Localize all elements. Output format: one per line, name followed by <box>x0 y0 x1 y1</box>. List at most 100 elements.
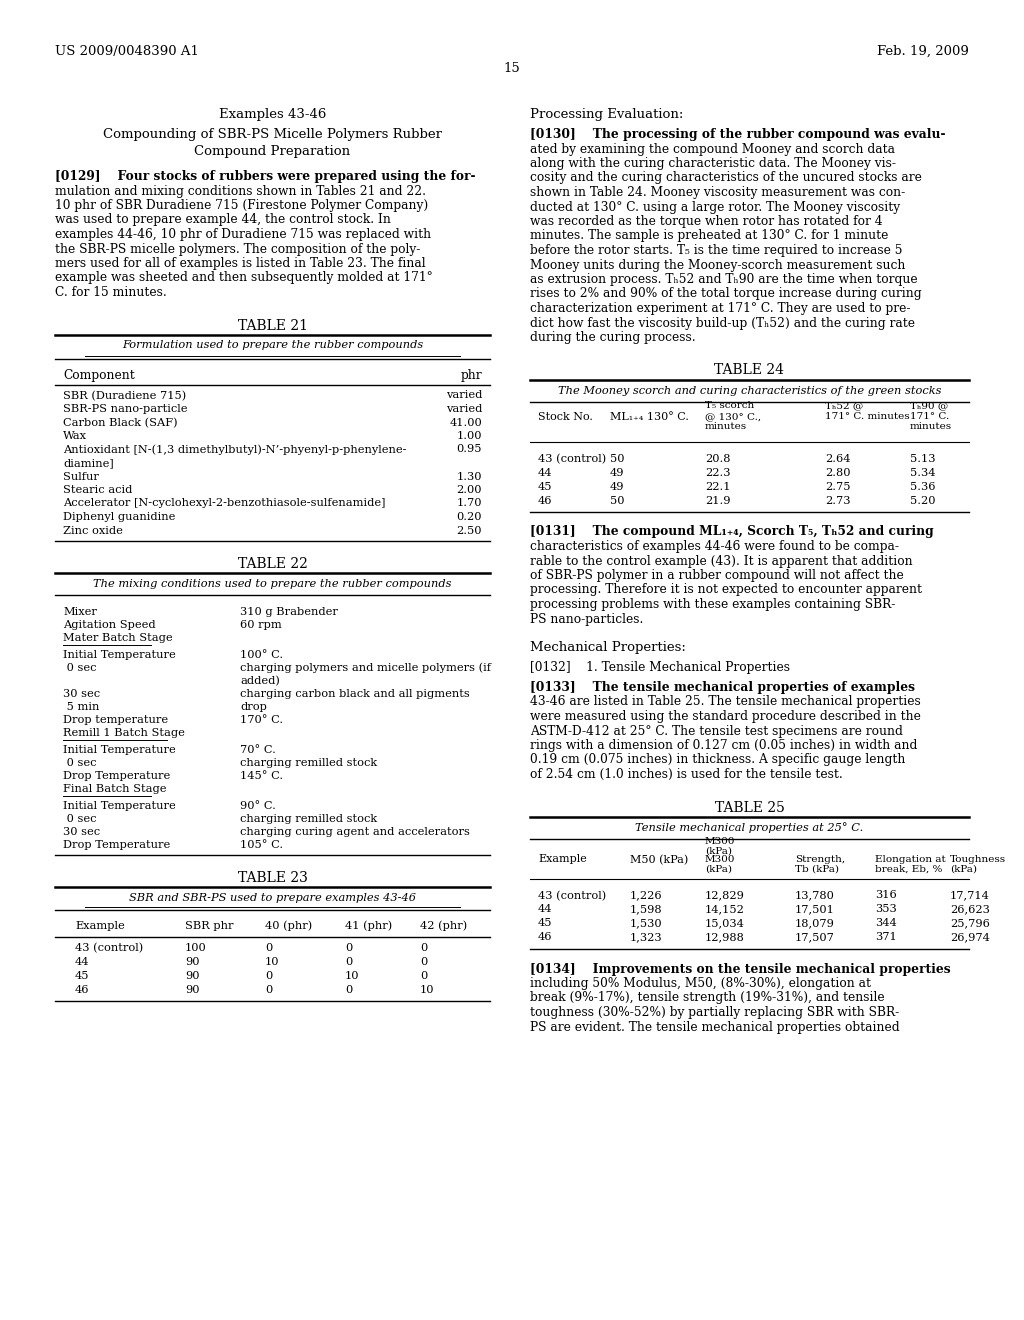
Text: TABLE 25: TABLE 25 <box>715 800 784 814</box>
Text: 1,598: 1,598 <box>630 904 663 915</box>
Text: Tensile mechanical properties at 25° C.: Tensile mechanical properties at 25° C. <box>635 822 863 833</box>
Text: of 2.54 cm (1.0 inches) is used for the tensile test.: of 2.54 cm (1.0 inches) is used for the … <box>530 768 843 781</box>
Text: 0: 0 <box>420 970 427 981</box>
Text: Mooney units during the Mooney-scorch measurement such: Mooney units during the Mooney-scorch me… <box>530 259 905 272</box>
Text: SBR and SBR-PS used to prepare examples 43-46: SBR and SBR-PS used to prepare examples … <box>129 892 416 903</box>
Text: Examples 43-46: Examples 43-46 <box>219 108 327 121</box>
Text: Mater Batch Stage: Mater Batch Stage <box>63 634 173 643</box>
Text: 90: 90 <box>185 970 200 981</box>
Text: 0 sec: 0 sec <box>63 758 96 768</box>
Text: 2.00: 2.00 <box>457 484 482 495</box>
Text: US 2009/0048390 A1: US 2009/0048390 A1 <box>55 45 199 58</box>
Text: varied: varied <box>445 404 482 414</box>
Text: 45: 45 <box>538 919 553 928</box>
Text: 316: 316 <box>874 891 897 900</box>
Text: 45: 45 <box>75 970 89 981</box>
Text: 344: 344 <box>874 919 897 928</box>
Text: mers used for all of examples is listed in Table 23. The final: mers used for all of examples is listed … <box>55 257 426 271</box>
Text: 60 rpm: 60 rpm <box>240 620 282 630</box>
Text: 12,829: 12,829 <box>705 891 744 900</box>
Text: 46: 46 <box>75 985 89 995</box>
Text: [0131]    The compound ML₁₊₄, Scorch T₅, Tₕ52 and curing: [0131] The compound ML₁₊₄, Scorch T₅, Tₕ… <box>530 525 934 539</box>
Text: The Mooney scorch and curing characteristics of the green stocks: The Mooney scorch and curing characteris… <box>558 385 941 396</box>
Text: TABLE 21: TABLE 21 <box>238 318 307 333</box>
Text: charging curing agent and accelerators: charging curing agent and accelerators <box>240 826 470 837</box>
Text: Example: Example <box>538 854 587 865</box>
Text: 2.50: 2.50 <box>457 525 482 536</box>
Text: 1,530: 1,530 <box>630 919 663 928</box>
Text: 13,780: 13,780 <box>795 891 835 900</box>
Text: along with the curing characteristic data. The Mooney vis-: along with the curing characteristic dat… <box>530 157 896 170</box>
Text: 30 sec: 30 sec <box>63 689 100 698</box>
Text: 170° C.: 170° C. <box>240 715 283 725</box>
Text: Initial Temperature: Initial Temperature <box>63 649 176 660</box>
Text: 310 g Brabender: 310 g Brabender <box>240 607 338 616</box>
Text: Accelerator [N-cyclohexyl-2-benzothiasole-sulfenamide]: Accelerator [N-cyclohexyl-2-benzothiasol… <box>63 499 385 508</box>
Text: phr: phr <box>461 368 482 381</box>
Text: charging remilled stock: charging remilled stock <box>240 813 377 824</box>
Text: 0: 0 <box>345 942 352 953</box>
Text: 49: 49 <box>610 482 625 491</box>
Text: Remill 1 Batch Stage: Remill 1 Batch Stage <box>63 727 185 738</box>
Text: Toughness
(kPa): Toughness (kPa) <box>950 854 1007 874</box>
Text: mulation and mixing conditions shown in Tables 21 and 22.: mulation and mixing conditions shown in … <box>55 185 426 198</box>
Text: Drop temperature: Drop temperature <box>63 715 168 725</box>
Text: 15: 15 <box>504 62 520 75</box>
Text: 30 sec: 30 sec <box>63 826 100 837</box>
Text: 17,501: 17,501 <box>795 904 835 915</box>
Text: Strength,
Tb (kPa): Strength, Tb (kPa) <box>795 854 845 874</box>
Text: [0129]    Four stocks of rubbers were prepared using the for-: [0129] Four stocks of rubbers were prepa… <box>55 170 475 183</box>
Text: 18,079: 18,079 <box>795 919 835 928</box>
Text: 0: 0 <box>265 942 272 953</box>
Text: 46: 46 <box>538 495 553 506</box>
Text: 0 sec: 0 sec <box>63 813 96 824</box>
Text: 5.36: 5.36 <box>910 482 936 491</box>
Text: 1.70: 1.70 <box>457 499 482 508</box>
Text: was used to prepare example 44, the control stock. In: was used to prepare example 44, the cont… <box>55 214 391 227</box>
Text: 0: 0 <box>345 985 352 995</box>
Text: 43 (control): 43 (control) <box>75 942 143 953</box>
Text: Initial Temperature: Initial Temperature <box>63 801 176 810</box>
Text: the SBR-PS micelle polymers. The composition of the poly-: the SBR-PS micelle polymers. The composi… <box>55 243 421 256</box>
Text: 10: 10 <box>420 985 434 995</box>
Text: Tₕ52 @
171° C. minutes: Tₕ52 @ 171° C. minutes <box>825 401 909 421</box>
Text: 0: 0 <box>265 970 272 981</box>
Text: [0130]    The processing of the rubber compound was evalu-: [0130] The processing of the rubber comp… <box>530 128 945 141</box>
Text: 100° C.: 100° C. <box>240 649 283 660</box>
Text: 20.8: 20.8 <box>705 454 730 463</box>
Text: 41.00: 41.00 <box>450 417 482 428</box>
Text: SBR-PS nano-particle: SBR-PS nano-particle <box>63 404 187 414</box>
Text: 5.13: 5.13 <box>910 454 936 463</box>
Text: diamine]: diamine] <box>63 458 114 469</box>
Text: M300: M300 <box>705 837 735 846</box>
Text: [0132]    1. Tensile Mechanical Properties: [0132] 1. Tensile Mechanical Properties <box>530 661 790 675</box>
Text: TABLE 22: TABLE 22 <box>238 557 307 572</box>
Text: Processing Evaluation:: Processing Evaluation: <box>530 108 683 121</box>
Text: 5.20: 5.20 <box>910 495 936 506</box>
Text: Stock No.: Stock No. <box>538 412 593 421</box>
Text: toughness (30%-52%) by partially replacing SBR with SBR-: toughness (30%-52%) by partially replaci… <box>530 1006 899 1019</box>
Text: ML₁₊₄ 130° C.: ML₁₊₄ 130° C. <box>610 412 689 421</box>
Text: ASTM-D-412 at 25° C. The tensile test specimens are round: ASTM-D-412 at 25° C. The tensile test sp… <box>530 725 903 738</box>
Text: rises to 2% and 90% of the total torque increase during curing: rises to 2% and 90% of the total torque … <box>530 288 922 301</box>
Text: M300
(kPa): M300 (kPa) <box>705 854 735 874</box>
Text: 17,714: 17,714 <box>950 891 990 900</box>
Text: charging remilled stock: charging remilled stock <box>240 758 377 768</box>
Text: Agitation Speed: Agitation Speed <box>63 620 156 630</box>
Text: ducted at 130° C. using a large rotor. The Mooney viscosity: ducted at 130° C. using a large rotor. T… <box>530 201 900 214</box>
Text: 0: 0 <box>420 957 427 966</box>
Text: 10: 10 <box>345 970 359 981</box>
Text: example was sheeted and then subsequently molded at 171°: example was sheeted and then subsequentl… <box>55 272 433 285</box>
Text: 14,152: 14,152 <box>705 904 744 915</box>
Text: added): added) <box>240 676 280 686</box>
Text: [0133]    The tensile mechanical properties of examples: [0133] The tensile mechanical properties… <box>530 681 915 694</box>
Text: SBR (Duradiene 715): SBR (Duradiene 715) <box>63 391 186 401</box>
Text: Wax: Wax <box>63 432 87 441</box>
Text: characterization experiment at 171° C. They are used to pre-: characterization experiment at 171° C. T… <box>530 302 910 315</box>
Text: during the curing process.: during the curing process. <box>530 331 695 345</box>
Text: 46: 46 <box>538 932 553 942</box>
Text: 44: 44 <box>538 467 553 478</box>
Text: 145° C.: 145° C. <box>240 771 283 781</box>
Text: 0.19 cm (0.075 inches) in thickness. A specific gauge length: 0.19 cm (0.075 inches) in thickness. A s… <box>530 754 905 767</box>
Text: Tₕ90 @
171° C.
minutes: Tₕ90 @ 171° C. minutes <box>910 401 952 432</box>
